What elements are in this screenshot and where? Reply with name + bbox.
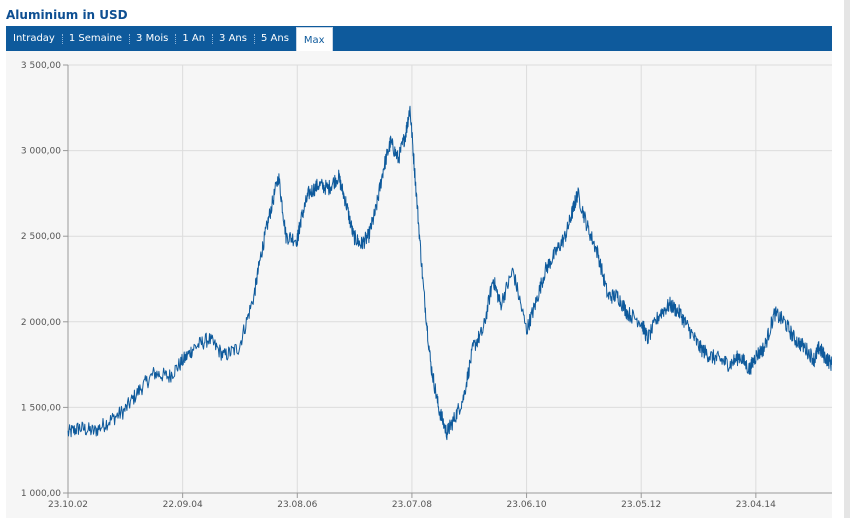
tab-3-ans[interactable]: 3 Ans bbox=[212, 26, 254, 51]
y-tick-label: 1 000,00 bbox=[21, 489, 61, 499]
y-tick-label: 3 500,00 bbox=[21, 61, 61, 71]
tab-1-an[interactable]: 1 An bbox=[175, 26, 212, 51]
tab-1-semaine[interactable]: 1 Semaine bbox=[61, 26, 129, 51]
x-tick-label: 23.06.10 bbox=[507, 500, 547, 510]
chart-area: 1 000,00 1 500,00 2 000,00 2 500,00 3 000,00… bbox=[6, 51, 832, 518]
x-tick-label: 22.09.04 bbox=[163, 500, 203, 510]
x-tick-label: 23.08.06 bbox=[277, 500, 317, 510]
tab-max[interactable]: Max bbox=[295, 27, 333, 51]
page-title: Aluminium in USD bbox=[6, 8, 128, 22]
scrollbar-track[interactable] bbox=[844, 0, 850, 518]
tab-intraday[interactable]: Intraday bbox=[13, 33, 55, 44]
line-chart: 1 000,00 1 500,00 2 000,00 2 500,00 3 000,00… bbox=[21, 61, 832, 510]
y-tick-label: 3 000,00 bbox=[21, 147, 61, 157]
price-series-line bbox=[67, 105, 832, 441]
y-tick-label: 2 500,00 bbox=[21, 232, 61, 242]
x-tick-label: 23.10.02 bbox=[48, 500, 88, 510]
y-tick-label: 1 500,00 bbox=[21, 403, 61, 413]
tab-5-ans[interactable]: 5 Ans bbox=[253, 26, 296, 51]
x-tick-label: 23.05.12 bbox=[621, 500, 661, 510]
x-tick-label: 23.07.08 bbox=[392, 500, 432, 510]
x-tick-label: 23.04.14 bbox=[736, 500, 776, 510]
period-tabbar: Intraday 1 Semaine 3 Mois 1 An 3 Ans 5 Ans Max bbox=[6, 26, 832, 51]
y-tick-label: 2 000,00 bbox=[21, 318, 61, 328]
tab-3-mois[interactable]: 3 Mois bbox=[129, 26, 175, 51]
